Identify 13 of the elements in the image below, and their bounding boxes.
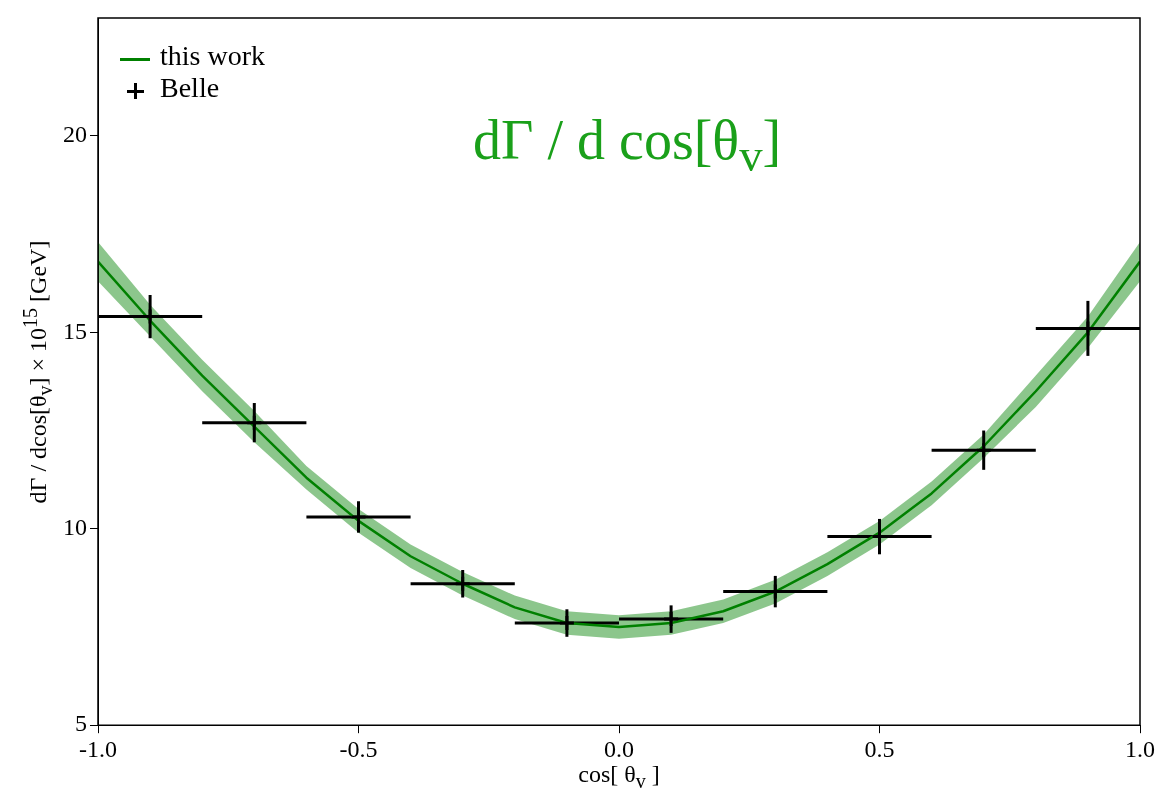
y-tick-label: 10 bbox=[63, 514, 87, 541]
x-tick-label: -0.5 bbox=[339, 735, 378, 762]
annotation: dΓ / d cos[θ$_{v}$] bbox=[473, 108, 782, 183]
x-tick-label: 0.5 bbox=[864, 735, 895, 762]
legend-label: Belle bbox=[160, 72, 220, 103]
legend-label: this work bbox=[160, 40, 265, 71]
x-tick-label: -1.0 bbox=[79, 735, 117, 762]
y-tick-label: 5 bbox=[75, 710, 87, 737]
y-tick-label: 20 bbox=[63, 121, 87, 148]
x-tick-label: 0.0 bbox=[604, 735, 634, 762]
x-axis-title: cos[ θ$_{v}$ ] bbox=[578, 761, 660, 793]
y-tick-label: 15 bbox=[63, 317, 87, 344]
x-tick-label: 1.0 bbox=[1125, 735, 1155, 762]
